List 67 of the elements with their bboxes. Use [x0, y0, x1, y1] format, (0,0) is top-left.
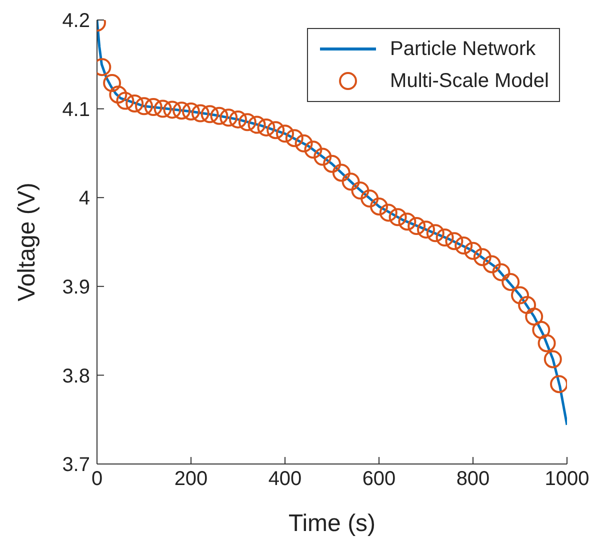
point — [238, 113, 256, 132]
point — [502, 272, 520, 291]
point — [360, 189, 379, 208]
y-axis-title: Voltage (V) — [14, 182, 41, 302]
point — [135, 97, 153, 116]
point — [285, 129, 304, 148]
point — [538, 334, 556, 352]
point — [103, 74, 122, 92]
point — [511, 286, 529, 304]
x-tick-label: 0 — [91, 468, 103, 490]
point — [257, 118, 276, 136]
point — [544, 350, 562, 368]
point — [379, 204, 398, 222]
point — [525, 308, 544, 326]
point — [126, 94, 144, 112]
point — [182, 102, 200, 120]
x-axis-title: Time (s) — [288, 510, 376, 537]
point — [323, 154, 341, 173]
x-tick-label: 200 — [174, 468, 208, 490]
y-tick-label: 3.7 — [62, 454, 90, 476]
point — [445, 232, 464, 250]
point — [276, 124, 294, 143]
point — [482, 255, 501, 274]
point — [163, 100, 182, 119]
point — [154, 100, 172, 118]
point — [454, 236, 473, 255]
x-tick-label: 400 — [268, 468, 302, 490]
point — [398, 212, 416, 231]
point — [464, 242, 482, 260]
point — [351, 181, 370, 200]
x-tick-label: 1000 — [544, 468, 590, 490]
point — [473, 248, 492, 266]
y-tick-label: 3.9 — [62, 276, 90, 298]
point — [532, 320, 550, 339]
point — [492, 263, 510, 282]
point — [294, 134, 313, 152]
point — [436, 228, 454, 247]
point — [408, 217, 426, 236]
point — [144, 98, 162, 116]
legend-label: Particle Network — [390, 38, 536, 60]
point — [220, 108, 238, 127]
point — [518, 296, 536, 314]
point — [370, 197, 388, 216]
point — [550, 375, 567, 394]
point — [342, 172, 360, 191]
x-tick-label: 800 — [456, 468, 490, 490]
point — [417, 220, 435, 239]
point — [191, 104, 210, 122]
y-tick-label: 3.8 — [62, 365, 90, 388]
point — [200, 105, 219, 124]
point — [229, 110, 247, 128]
point — [248, 116, 266, 134]
point — [332, 164, 350, 182]
legend-label: Multi-Scale Model — [390, 70, 549, 92]
point — [116, 92, 134, 110]
point — [109, 86, 128, 104]
point — [426, 224, 444, 242]
x-tick-label: 600 — [362, 468, 396, 490]
point — [304, 140, 322, 159]
y-tick-label: 4.1 — [62, 98, 90, 121]
point — [210, 106, 228, 125]
y-tick-label: 4.2 — [62, 10, 90, 32]
point — [266, 121, 285, 140]
y-tick-label: 4 — [78, 188, 90, 210]
point — [388, 208, 407, 226]
point — [172, 102, 191, 120]
point — [314, 148, 332, 166]
